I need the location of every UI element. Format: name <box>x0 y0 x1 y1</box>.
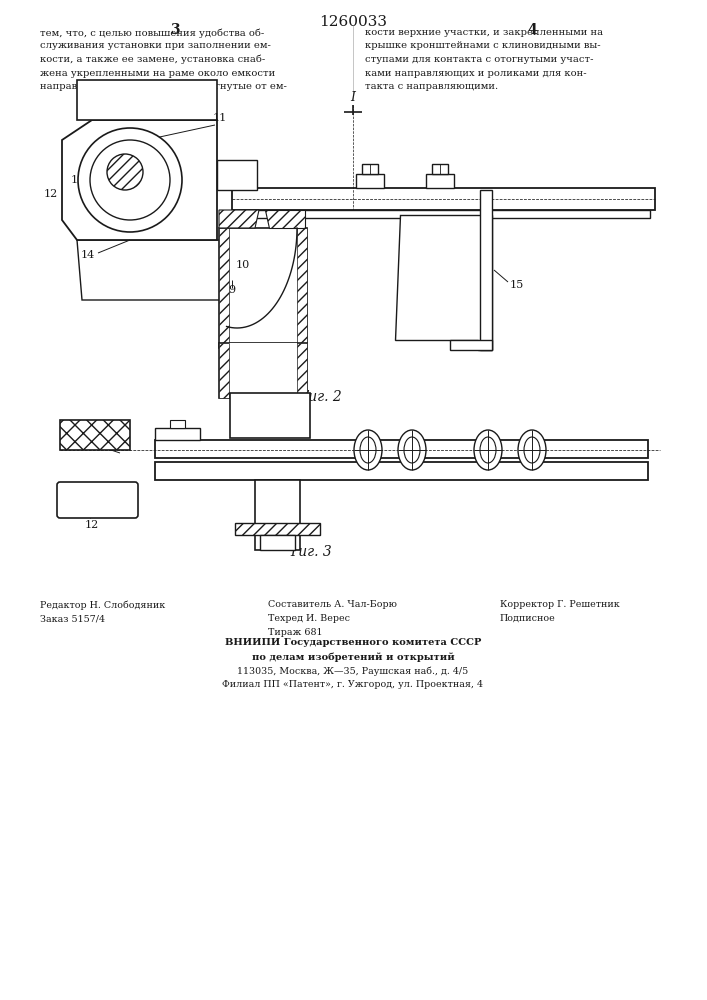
Ellipse shape <box>474 430 502 470</box>
Bar <box>60 420 130 450</box>
Text: кости, а также ее замене, установка снаб-: кости, а также ее замене, установка снаб… <box>40 55 265 64</box>
Bar <box>230 393 310 438</box>
Text: Составитель А. Чал-Борю: Составитель А. Чал-Борю <box>268 600 397 609</box>
Text: ками направляющих и роликами для кон-: ками направляющих и роликами для кон- <box>365 68 587 78</box>
Text: 4: 4 <box>527 23 537 37</box>
Bar <box>356 174 384 188</box>
Text: служивания установки при заполнении ем-: служивания установки при заполнении ем- <box>40 41 271 50</box>
Bar <box>297 343 307 398</box>
Bar <box>219 343 307 398</box>
Text: 10: 10 <box>236 260 250 270</box>
Bar <box>260 535 295 550</box>
Text: Τиг. 3: Τиг. 3 <box>288 545 332 559</box>
Bar <box>235 523 320 535</box>
Ellipse shape <box>518 430 546 470</box>
Text: Филиал ПП «Патент», г. Ужгород, ул. Проектная, 4: Филиал ПП «Патент», г. Ужгород, ул. Прое… <box>223 680 484 689</box>
Text: 15: 15 <box>510 280 525 290</box>
Text: тем, что, с целью повышения удобства об-: тем, что, с целью повышения удобства об- <box>40 28 264 37</box>
Text: I: I <box>351 91 356 104</box>
Bar <box>219 343 229 398</box>
Bar <box>362 164 378 174</box>
Bar <box>432 164 448 174</box>
Bar <box>450 340 492 350</box>
Bar <box>155 440 648 458</box>
Text: ВНИИПИ Государственного комитета СССР: ВНИИПИ Государственного комитета СССР <box>225 638 481 647</box>
Text: Тираж 681: Тираж 681 <box>268 628 322 637</box>
Polygon shape <box>395 215 492 350</box>
Bar <box>255 480 300 550</box>
Text: 12: 12 <box>44 189 58 199</box>
Bar <box>155 462 648 480</box>
Text: такта с направляющими.: такта с направляющими. <box>365 82 498 91</box>
Bar <box>426 174 454 188</box>
Bar <box>480 190 492 350</box>
Text: крышке кронштейнами с клиновидными вы-: крышке кронштейнами с клиновидными вы- <box>365 41 601 50</box>
Text: 1260033: 1260033 <box>319 15 387 29</box>
Text: 13: 13 <box>102 423 116 433</box>
Bar <box>155 428 200 440</box>
Text: Заказ 5157/4: Заказ 5157/4 <box>40 614 105 623</box>
Text: 11: 11 <box>213 113 227 123</box>
Bar <box>77 80 217 120</box>
Bar <box>219 228 307 348</box>
Polygon shape <box>62 120 217 240</box>
Text: по делам изобретений и открытий: по делам изобретений и открытий <box>252 652 455 662</box>
Text: Подписное: Подписное <box>500 614 556 623</box>
Text: 11: 11 <box>102 440 116 450</box>
Text: 12: 12 <box>85 520 99 530</box>
Text: 14: 14 <box>81 250 95 260</box>
Bar <box>229 343 297 398</box>
Ellipse shape <box>398 430 426 470</box>
Text: 9: 9 <box>228 285 235 295</box>
Bar <box>232 188 655 210</box>
Polygon shape <box>219 210 259 228</box>
Text: Τиг. 2: Τиг. 2 <box>298 390 341 404</box>
Circle shape <box>78 128 182 232</box>
Bar <box>219 228 229 348</box>
Circle shape <box>107 154 143 190</box>
Text: жена укрепленными на раме около емкости: жена укрепленными на раме около емкости <box>40 68 275 78</box>
Bar <box>237 210 650 218</box>
Circle shape <box>90 140 170 220</box>
Text: Корректор Г. Решетник: Корректор Г. Решетник <box>500 600 620 609</box>
Bar <box>217 160 257 190</box>
Ellipse shape <box>354 430 382 470</box>
FancyBboxPatch shape <box>57 482 138 518</box>
Text: кости верхние участки, и закрепленными на: кости верхние участки, и закрепленными н… <box>365 28 603 37</box>
Text: направляющими, имеющими отогнутые от ем-: направляющими, имеющими отогнутые от ем- <box>40 82 287 91</box>
Polygon shape <box>265 210 305 228</box>
Bar <box>170 420 185 428</box>
Text: Редактор Н. Слободяник: Редактор Н. Слободяник <box>40 600 165 609</box>
Polygon shape <box>77 240 257 300</box>
Text: 113035, Москва, Ж—35, Раушская наб., д. 4/5: 113035, Москва, Ж—35, Раушская наб., д. … <box>238 666 469 676</box>
Bar <box>297 228 307 348</box>
Text: 13: 13 <box>71 175 85 185</box>
Text: 3: 3 <box>170 23 180 37</box>
Text: Техред И. Верес: Техред И. Верес <box>268 614 350 623</box>
Text: ступами для контакта с отогнутыми участ-: ступами для контакта с отогнутыми участ- <box>365 55 593 64</box>
